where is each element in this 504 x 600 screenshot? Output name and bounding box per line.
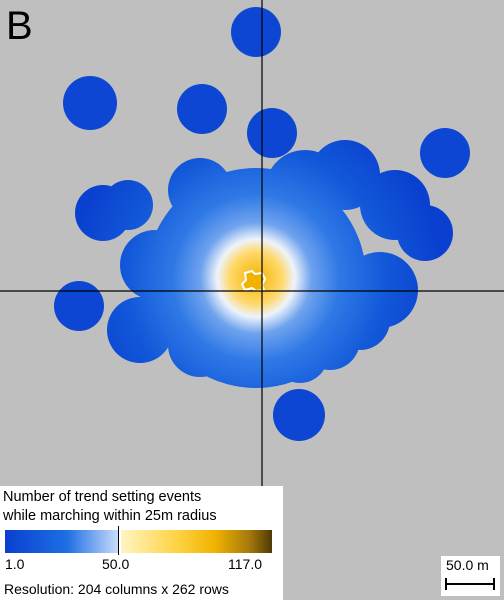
colorbar-high [121,530,272,553]
legend-title-line1: Number of trend setting events [3,489,202,505]
legend-title-line2: while marching within 25m radius [3,508,217,524]
scale-bar-end-right [493,578,495,590]
scale-bar-line [445,583,495,585]
colorbar-separator [118,526,119,555]
legend-tick-max: 117.0 [228,556,262,572]
density-cloud [75,140,453,388]
panel-label: B [6,4,33,48]
legend-resolution: Resolution: 204 columns x 262 rows [4,581,229,597]
legend-tick-mid: 50.0 [102,556,130,572]
scale-bar-label: 50.0 m [446,557,489,573]
scale-bar-end-left [445,578,447,590]
origin-outline [240,269,267,293]
scale-bar-box: 50.0 m [441,556,500,596]
colorbar-low [5,530,118,553]
legend-title: Number of trend setting events while mar… [3,488,281,526]
density-blobs-outer [54,7,470,441]
legend-tick-min: 1.0 [5,556,25,572]
